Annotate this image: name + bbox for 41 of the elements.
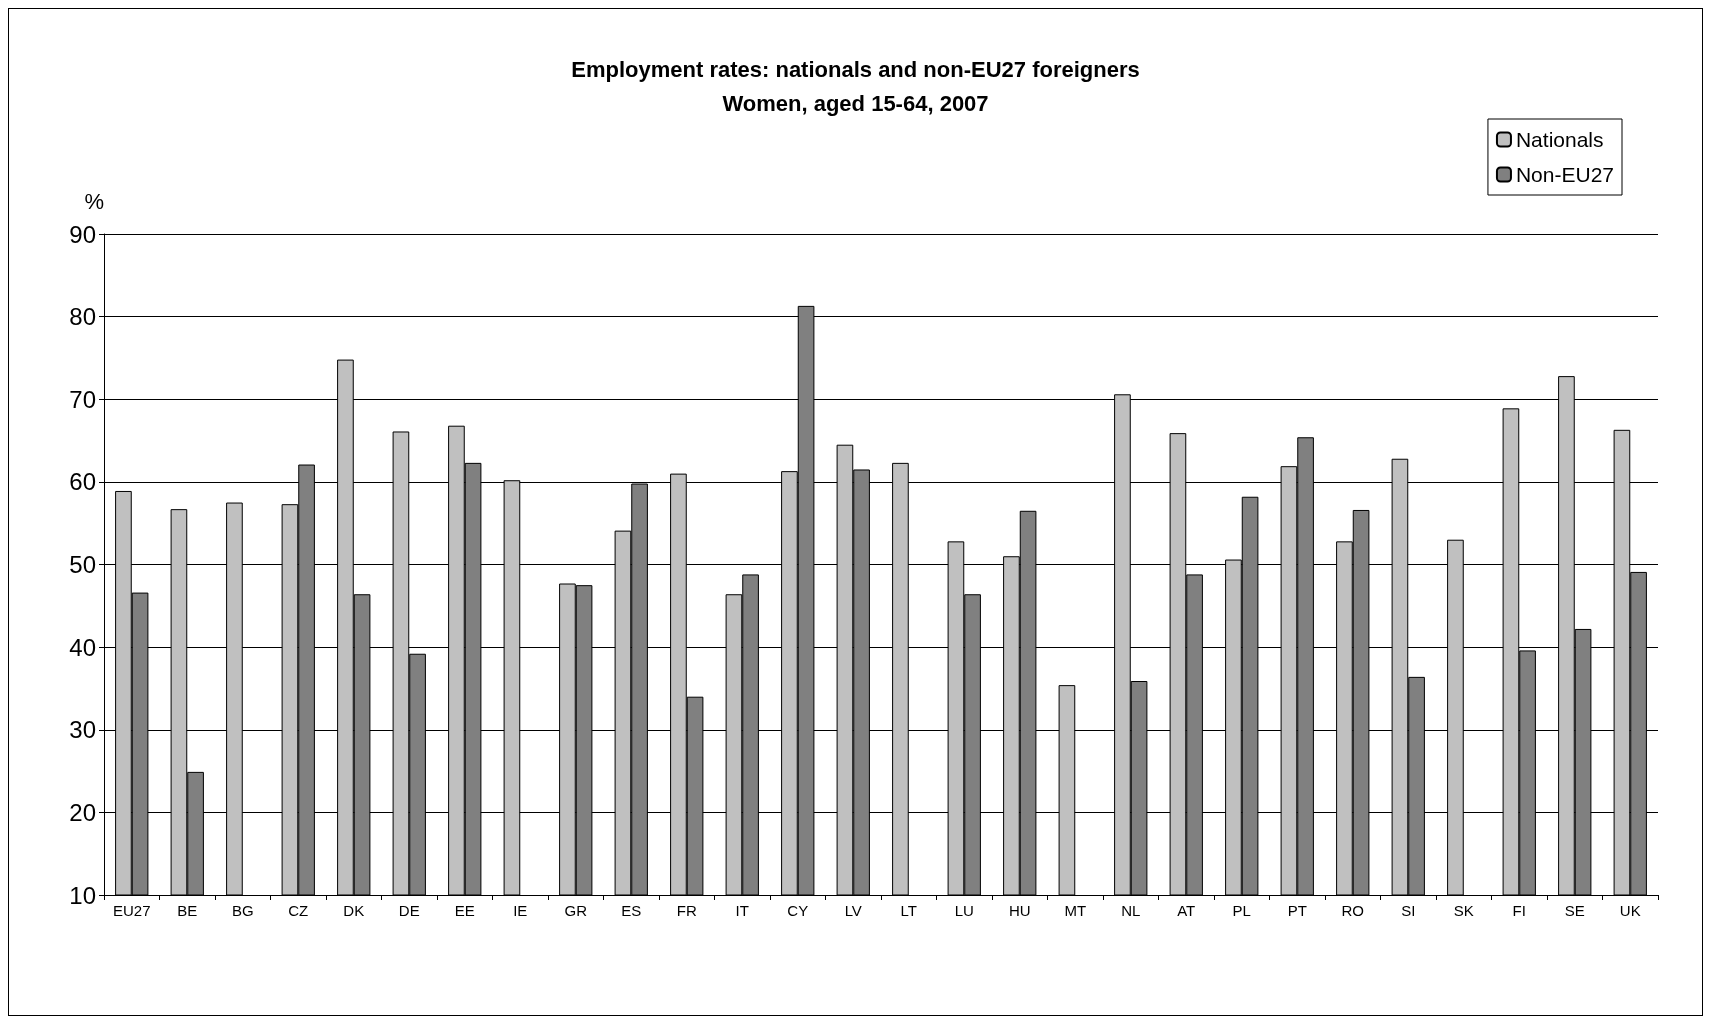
- legend-label: Non-EU27: [1515, 163, 1615, 186]
- x-tick-label: IT: [735, 902, 749, 919]
- x-tick-label: LV: [844, 902, 862, 919]
- x-tick-label: IE: [513, 902, 528, 919]
- y-tick-label: 50: [69, 551, 96, 578]
- x-tick-label: SK: [1453, 902, 1474, 919]
- x-tick-label: GR: [564, 902, 588, 919]
- y-tick-label: 60: [69, 468, 96, 496]
- x-tick-label: CZ: [288, 902, 309, 919]
- x-tick-label: LU: [954, 902, 974, 919]
- y-tick-label: 70: [69, 385, 96, 413]
- x-tick-label: UK: [1619, 902, 1641, 919]
- x-tick-label: EU27: [112, 902, 151, 919]
- x-tick-label: HU: [1008, 902, 1031, 919]
- x-tick-label: BE: [177, 902, 198, 919]
- x-tick-label: SI: [1401, 902, 1416, 919]
- x-tick-label: BG: [231, 902, 254, 919]
- x-tick-label: NL: [1121, 902, 1141, 919]
- y-axis-title: %: [84, 188, 104, 214]
- x-tick-label: EE: [454, 902, 475, 919]
- x-tick-label: LT: [900, 902, 917, 919]
- y-tick-label: 20: [69, 798, 96, 826]
- x-tick-label: FI: [1512, 902, 1526, 919]
- x-tick-label: FR: [676, 902, 697, 919]
- x-tick-label: RO: [1341, 902, 1364, 919]
- x-tick-label: MT: [1064, 902, 1087, 919]
- y-tick-label: 30: [69, 716, 96, 744]
- x-tick-label: DK: [343, 902, 365, 919]
- legend-label: Nationals: [1515, 128, 1604, 151]
- x-tick-label: ES: [621, 902, 642, 919]
- x-tick-label: CY: [787, 902, 809, 919]
- x-tick-label: DE: [398, 902, 420, 919]
- x-tick-label: PT: [1287, 902, 1307, 919]
- y-tick-label: 40: [69, 633, 96, 661]
- y-tick-label: 90: [69, 220, 96, 248]
- x-tick-label: AT: [1177, 902, 1196, 919]
- x-tick-label: SE: [1564, 902, 1585, 919]
- y-tick-label: 10: [69, 881, 96, 909]
- x-tick-label: PL: [1232, 902, 1251, 919]
- y-tick-label: 80: [69, 303, 96, 331]
- chart-title: Employment rates: nationals and non-EU27 foreigners Women, aged 15-64, 2007: [571, 56, 1140, 116]
